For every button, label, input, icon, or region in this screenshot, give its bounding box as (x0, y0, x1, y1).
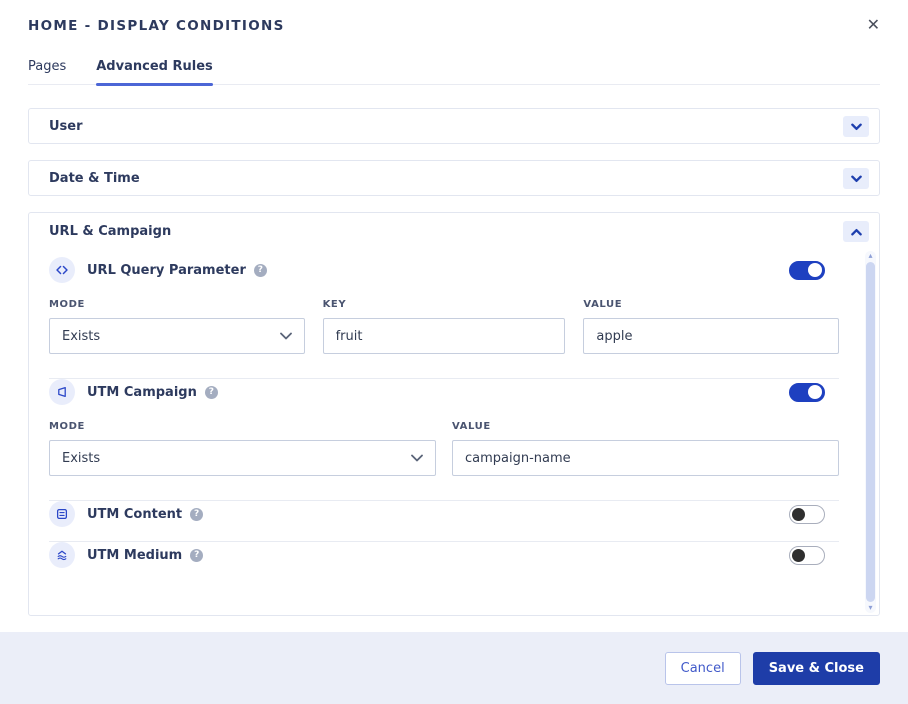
field-label-mode: MODE (49, 421, 85, 432)
accordion-user-header[interactable]: User (29, 109, 879, 143)
mode-select[interactable]: Exists (49, 318, 305, 354)
field-label-key: KEY (322, 299, 347, 310)
rule-title: UTM Campaign (87, 384, 197, 400)
chevron-down-icon (850, 119, 862, 134)
mode-field: MODE Exists (49, 421, 436, 476)
toggle-knob (808, 263, 822, 277)
accordion-date-time-label: Date & Time (49, 170, 140, 186)
accordion-date-time-expand-button[interactable] (843, 167, 869, 189)
rule-title: UTM Content (87, 506, 183, 522)
save-close-button[interactable]: Save & Close (752, 651, 880, 685)
rule-url-query-parameter: URL Query Parameter ? MODE Exists (49, 257, 839, 354)
chevron-down-icon (411, 451, 423, 466)
utm-medium-toggle[interactable] (789, 545, 825, 565)
help-icon[interactable]: ? (204, 385, 218, 399)
value-input[interactable] (452, 440, 839, 476)
rule-divider (49, 378, 839, 379)
scroll-down-icon[interactable]: ▾ (868, 603, 873, 612)
value-field: VALUE (452, 421, 839, 476)
modal-footer: Cancel Save & Close (0, 632, 908, 704)
accordion-url-campaign-label: URL & Campaign (49, 223, 172, 239)
tab-advanced-rules-label: Advanced Rules (96, 59, 213, 74)
mode-select-value: Exists (62, 328, 101, 344)
rule-utm-content-header: UTM Content ? (49, 501, 839, 527)
modal-header: HOME - DISPLAY CONDITIONS ✕ (0, 0, 908, 35)
tab-advanced-rules[interactable]: Advanced Rules (96, 59, 213, 86)
rule-divider (49, 500, 839, 501)
value-input[interactable] (583, 318, 839, 354)
accordion-user-expand-button[interactable] (843, 115, 869, 137)
value-field: VALUE (583, 299, 839, 354)
waves-icon (49, 542, 75, 568)
close-icon[interactable]: ✕ (863, 14, 884, 38)
chevron-down-icon (279, 329, 292, 344)
page-title: HOME - DISPLAY CONDITIONS (28, 18, 285, 34)
utm-campaign-toggle[interactable] (789, 382, 825, 402)
field-label-value: VALUE (583, 299, 623, 310)
mode-field: MODE Exists (49, 299, 305, 354)
url-query-parameter-toggle[interactable] (789, 260, 825, 280)
megaphone-icon (49, 379, 75, 405)
chevron-down-icon (850, 171, 862, 186)
mode-select-value: Exists (62, 450, 101, 466)
accordion-date-time-header[interactable]: Date & Time (29, 161, 879, 195)
accordion-url-campaign: URL & Campaign URL Query Parameter ? (28, 212, 880, 616)
accordion-url-campaign-collapse-button[interactable] (843, 220, 869, 242)
tab-bar: Pages Advanced Rules (28, 59, 880, 86)
accordion-user: User (28, 108, 880, 144)
scroll-up-icon[interactable]: ▴ (868, 251, 873, 260)
cancel-button[interactable]: Cancel (664, 651, 741, 685)
tab-pages[interactable]: Pages (28, 59, 66, 84)
rule-title: URL Query Parameter (87, 262, 246, 278)
mode-select[interactable]: Exists (49, 440, 436, 476)
toggle-knob (792, 548, 805, 562)
field-label-mode: MODE (49, 299, 85, 310)
rule-utm-campaign: UTM Campaign ? MODE Exists (49, 379, 839, 476)
url-campaign-content: URL Query Parameter ? MODE Exists (29, 249, 879, 615)
rule-utm-medium-header: UTM Medium ? (49, 542, 839, 568)
tab-pages-label: Pages (28, 59, 67, 74)
rule-utm-medium: UTM Medium ? (49, 542, 839, 568)
accordion-date-time: Date & Time (28, 160, 880, 196)
rule-url-query-parameter-fields: MODE Exists KEY VALUE (49, 299, 839, 354)
rule-utm-campaign-fields: MODE Exists VALUE (49, 421, 839, 476)
accordion-user-label: User (49, 118, 83, 134)
rule-title: UTM Medium (87, 547, 183, 563)
chevron-up-icon (850, 224, 862, 239)
scrollbar-thumb[interactable] (866, 262, 875, 602)
rule-utm-content: UTM Content ? (49, 501, 839, 527)
rule-url-query-parameter-header: URL Query Parameter ? (49, 257, 839, 283)
toggle-knob (792, 507, 805, 521)
rule-utm-campaign-header: UTM Campaign ? (49, 379, 839, 405)
key-input[interactable] (322, 318, 566, 354)
accordion-url-campaign-header[interactable]: URL & Campaign (29, 213, 879, 249)
help-icon[interactable]: ? (253, 263, 267, 277)
help-icon[interactable]: ? (190, 548, 204, 562)
vertical-scrollbar[interactable]: ▴ ▾ (865, 251, 876, 613)
active-tab-underline (96, 83, 213, 86)
rule-divider (49, 541, 839, 542)
help-icon[interactable]: ? (190, 507, 204, 521)
document-lines-icon (49, 501, 75, 527)
toggle-knob (808, 385, 822, 399)
code-brackets-icon (49, 257, 75, 283)
field-label-value: VALUE (452, 421, 491, 432)
utm-content-toggle[interactable] (789, 504, 825, 524)
key-field: KEY (322, 299, 566, 354)
